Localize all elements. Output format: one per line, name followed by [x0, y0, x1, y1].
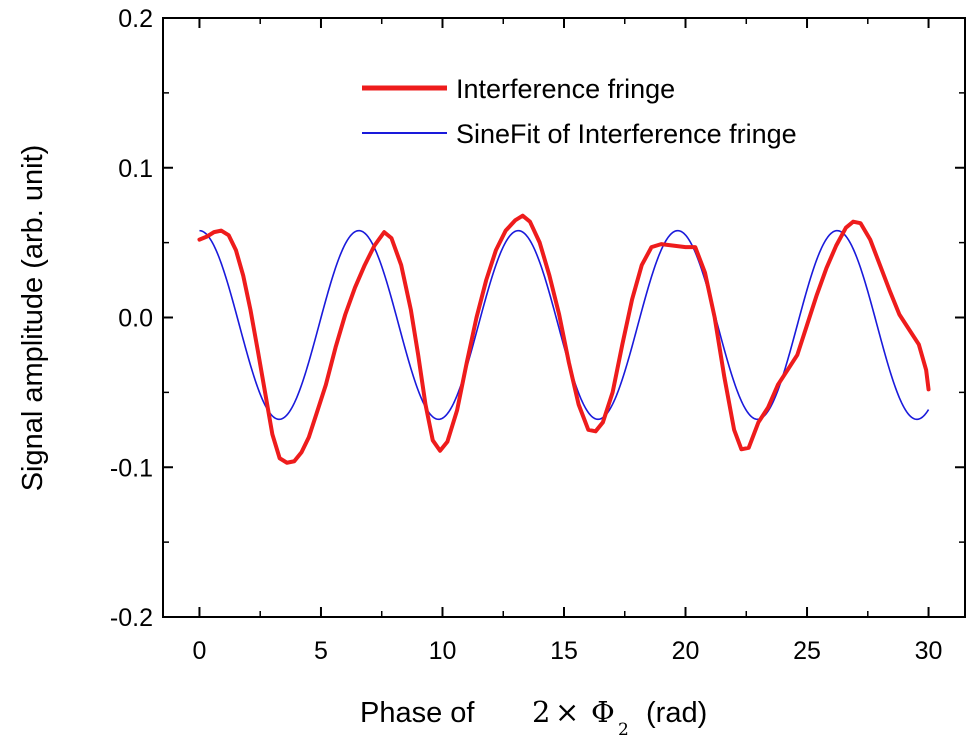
x-axis-title: Phase of 2 × Φ 2 (rad): [360, 695, 707, 740]
x-tick-label: 20: [672, 637, 700, 665]
y-tick-label: -0.1: [110, 454, 153, 482]
y-axis-title: Signal amplitude (arb. unit): [17, 145, 49, 492]
y-tick-label: 0.2: [118, 5, 153, 33]
x-axis-title-subscript: 2: [618, 720, 629, 740]
x-axis-title-suffix: (rad): [646, 697, 707, 729]
x-axis-title-prefix: Phase of: [360, 697, 475, 729]
plot-frame: [162, 17, 966, 618]
legend: Interference fringe SineFit of Interfere…: [362, 74, 797, 149]
x-tick-label: 5: [314, 637, 328, 665]
y-axis-ticks: -0.2 -0.1 0.0 0.1 0.2: [110, 5, 965, 632]
x-tick-label: 30: [915, 637, 943, 665]
legend-label-sinefit: SineFit of Interference fringe: [456, 119, 797, 149]
x-tick-label: 10: [429, 637, 457, 665]
x-axis-title-phi: Φ: [591, 695, 615, 729]
y-tick-label: 0.1: [118, 155, 153, 183]
series-sinefit-line: [199, 229, 930, 421]
series-layer: [197, 213, 931, 465]
legend-label-interference: Interference fringe: [456, 74, 675, 104]
x-tick-label: 15: [550, 637, 578, 665]
x-tick-label: 0: [193, 637, 207, 665]
x-axis-title-coefficient: 2: [532, 695, 550, 729]
series-interference-line: [197, 213, 931, 465]
x-axis-ticks: 0 5 10 15 20 25 30: [193, 18, 943, 665]
y-tick-label: -0.2: [110, 604, 153, 632]
y-tick-label: 0.0: [118, 305, 153, 333]
x-axis-title-times: ×: [555, 695, 579, 729]
x-tick-label: 25: [793, 637, 821, 665]
